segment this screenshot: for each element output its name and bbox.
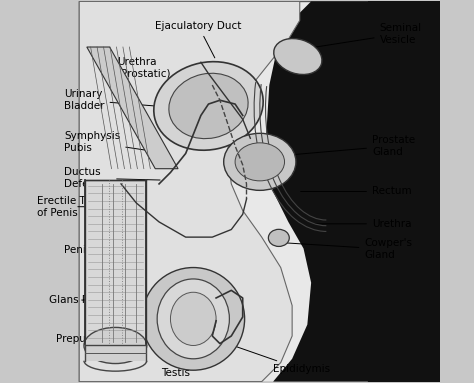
Text: Prostate
Gland: Prostate Gland xyxy=(287,135,415,157)
Ellipse shape xyxy=(84,327,146,363)
Text: Epididymis: Epididymis xyxy=(230,344,330,375)
Ellipse shape xyxy=(171,292,216,345)
Text: Testis: Testis xyxy=(161,360,195,378)
Ellipse shape xyxy=(268,229,289,246)
Text: Ejaculatory Duct: Ejaculatory Duct xyxy=(155,21,242,58)
Text: Erectile Tissue
of Penis: Erectile Tissue of Penis xyxy=(37,196,113,218)
Ellipse shape xyxy=(235,143,284,181)
Ellipse shape xyxy=(274,39,322,75)
Text: Ductus
Deferens: Ductus Deferens xyxy=(64,167,160,189)
Polygon shape xyxy=(87,47,178,169)
Ellipse shape xyxy=(224,133,296,190)
Text: Urinary
Bladder: Urinary Bladder xyxy=(64,90,175,111)
Polygon shape xyxy=(85,345,146,361)
Ellipse shape xyxy=(142,268,245,370)
Text: Prepuce: Prepuce xyxy=(56,331,109,344)
Text: Urethra: Urethra xyxy=(314,219,411,229)
Text: Rectum: Rectum xyxy=(301,187,411,196)
Polygon shape xyxy=(79,2,300,381)
Text: Cowper's
Gland: Cowper's Gland xyxy=(287,239,412,260)
Text: Urethra
(Prostatic): Urethra (Prostatic) xyxy=(117,57,208,86)
Polygon shape xyxy=(79,2,368,381)
Ellipse shape xyxy=(169,73,248,139)
Ellipse shape xyxy=(157,279,229,359)
Text: Penis: Penis xyxy=(64,246,112,255)
Text: Glans Penis: Glans Penis xyxy=(49,295,109,305)
Polygon shape xyxy=(85,180,146,344)
Text: Seminal
Vesicle: Seminal Vesicle xyxy=(306,23,422,49)
Text: Symphysis
Pubis: Symphysis Pubis xyxy=(64,131,153,153)
Polygon shape xyxy=(368,2,440,381)
Polygon shape xyxy=(265,2,368,381)
Ellipse shape xyxy=(154,62,263,150)
